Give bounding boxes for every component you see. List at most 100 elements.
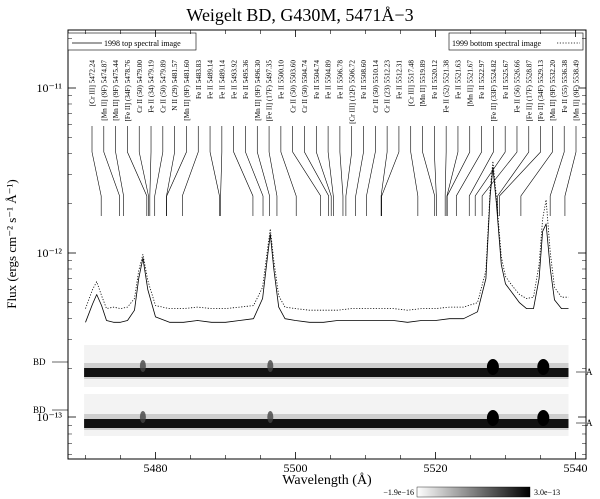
spectrum-series bbox=[85, 160, 569, 323]
x-tick-label: 5500 bbox=[284, 461, 308, 475]
spectral-image-source bbox=[267, 411, 274, 423]
line-id-pointer bbox=[304, 126, 329, 216]
line-id-pointer bbox=[315, 126, 332, 216]
line-id-label: Fe II 5495.36 bbox=[242, 60, 250, 99]
y-tick-label: 10⁻¹² bbox=[36, 246, 62, 260]
spectral-image-source bbox=[267, 360, 274, 372]
spectral-image-source bbox=[139, 360, 146, 372]
line-id-pointer bbox=[410, 126, 419, 216]
line-id-pointer bbox=[497, 126, 530, 216]
spectral-image-trace bbox=[84, 419, 569, 428]
line-id-pointer bbox=[154, 126, 164, 216]
legend-right: 1999 bottom spectral image bbox=[448, 32, 584, 51]
plot-frame bbox=[67, 29, 587, 460]
line-id-pointer bbox=[380, 126, 388, 216]
colorbar-ramp bbox=[416, 486, 531, 498]
line-id-label: Fe II (34) 5479.19 bbox=[148, 60, 156, 113]
line-id-pointer bbox=[138, 126, 149, 216]
line-id-label: N II (29) 5481.57 bbox=[171, 60, 179, 111]
legend-right-label: 1999 bottom spectral image bbox=[452, 39, 542, 48]
line-id-label: [Mn II] 5519.89 bbox=[419, 60, 427, 107]
line-id-pointer bbox=[339, 126, 344, 216]
line-id-label: Fe II 5508.60 bbox=[360, 60, 368, 99]
line-id-pointer bbox=[127, 126, 148, 216]
line-id-pointer bbox=[149, 126, 152, 216]
line-id-label: [Mn II] (9F) 5475.44 bbox=[112, 60, 120, 121]
spectral-image-trace bbox=[84, 368, 569, 377]
line-id-label: Fe II 5520.12 bbox=[431, 60, 439, 99]
line-id-pointer bbox=[280, 126, 297, 216]
line-id-pointer bbox=[520, 126, 553, 216]
line-id-label: Fe II (52) 5521.38 bbox=[443, 60, 451, 113]
line-id-pointer bbox=[481, 126, 518, 216]
line-id-label: [Fe II] (17F) 5528.87 bbox=[525, 60, 533, 122]
line-id-pointer bbox=[355, 126, 364, 216]
line-id-pointer bbox=[209, 126, 220, 216]
legend-left-label: 1998 top spectral image bbox=[104, 39, 181, 48]
line-id-pointer bbox=[182, 126, 199, 216]
line-id-pointer bbox=[446, 126, 471, 216]
x-tick-label: 5520 bbox=[424, 461, 448, 475]
spectral-images: BD A BD A bbox=[33, 345, 593, 436]
line-id-label: Fe II 5506.78 bbox=[337, 60, 345, 99]
spectral-image-source bbox=[537, 359, 550, 375]
line-id-label: [Fe II] (33F) 5524.82 bbox=[490, 60, 498, 122]
line-id-label: [Mn II] (9F) 5496.30 bbox=[254, 60, 262, 121]
x-tick-label: 5480 bbox=[144, 461, 168, 475]
line-id-label: Fe II 5500.10 bbox=[277, 60, 285, 99]
line-id-label: [Cr III] 5517.48 bbox=[407, 60, 415, 107]
line-id-pointer bbox=[292, 126, 322, 216]
line-id-label: [Cr III] 5472.24 bbox=[89, 60, 97, 107]
line-id-pointer bbox=[422, 126, 436, 216]
line-id-label: Fe II (55) 5536.38 bbox=[561, 60, 569, 113]
line-id-label: [Mn II] (9F) 5474.87 bbox=[100, 60, 108, 121]
line-id-label: Cr II (50) 5504.74 bbox=[301, 60, 309, 113]
line-id-label: Cr II (50) 5479.89 bbox=[159, 60, 167, 113]
line-id-pointer bbox=[434, 126, 437, 216]
image-right-label: A bbox=[586, 418, 593, 428]
spectral-image-source bbox=[486, 410, 499, 426]
line-id-label: [Mn II] (9F) 5481.60 bbox=[183, 60, 191, 121]
legend-right-box bbox=[448, 32, 584, 51]
line-id-label: Fe II 5489.14 bbox=[207, 60, 215, 99]
line-id-label: Fe II 5525.67 bbox=[502, 60, 510, 99]
line-id-label: Cr II (23) 5512.23 bbox=[384, 60, 392, 113]
series-line-1999 bbox=[85, 160, 569, 311]
colorbar: −1.9e−16 3.0e−13 bbox=[383, 486, 560, 498]
line-id-pointer bbox=[474, 126, 506, 216]
line-id-pointer bbox=[268, 126, 278, 216]
image-left-label: BD bbox=[33, 357, 46, 367]
line-id-pointer bbox=[245, 126, 264, 216]
line-id-label: [Fe II] (34F) 5478.76 bbox=[124, 60, 132, 122]
line-id-pointer bbox=[220, 126, 223, 216]
line-id-pointer bbox=[366, 126, 376, 216]
colorbar-max-label: 3.0e−13 bbox=[534, 488, 560, 497]
spectral-image-source bbox=[486, 359, 499, 375]
line-id-pointer bbox=[564, 126, 577, 216]
series-line-1998 bbox=[85, 166, 569, 323]
line-id-pointer bbox=[115, 126, 124, 216]
line-id-pointer bbox=[381, 126, 400, 216]
line-id-pointer bbox=[327, 126, 334, 216]
line-id-pointer bbox=[345, 126, 353, 216]
line-id-label: [Mn II] 5521.67 bbox=[466, 60, 474, 107]
line-id-pointer bbox=[455, 126, 482, 216]
line-id-label: Fe II 5512.31 bbox=[396, 60, 404, 99]
line-id-pointer bbox=[166, 126, 175, 216]
legend-left-box bbox=[67, 32, 197, 51]
line-id-label: [Fe II] (34F) 5529.13 bbox=[537, 60, 545, 122]
line-id-pointer bbox=[468, 126, 494, 216]
spectral-image-source bbox=[537, 410, 550, 426]
x-tick-label: 5540 bbox=[564, 461, 588, 475]
line-id-label: Fe II 5493.92 bbox=[230, 60, 238, 99]
line-id-label: Cr II (50) 5479.00 bbox=[136, 60, 144, 113]
axis-ticks: 5480 5500 5520 5540 10⁻¹¹ 10⁻¹² 10⁻¹³ bbox=[36, 30, 588, 475]
y-axis-label: Flux (ergs cm⁻² s⁻¹ Å⁻¹) bbox=[4, 179, 19, 309]
line-id-label: Fe II 5504.74 bbox=[313, 60, 321, 99]
line-identifications: [Cr III] 5472.24 [Mn II] (9F) 5474.87 [Mn … bbox=[89, 60, 581, 216]
image-right-label: A bbox=[586, 367, 593, 377]
y-tick-label: 10⁻¹³ bbox=[36, 410, 62, 424]
legend-left: 1998 top spectral image bbox=[67, 32, 197, 51]
line-id-pointer bbox=[256, 126, 270, 216]
